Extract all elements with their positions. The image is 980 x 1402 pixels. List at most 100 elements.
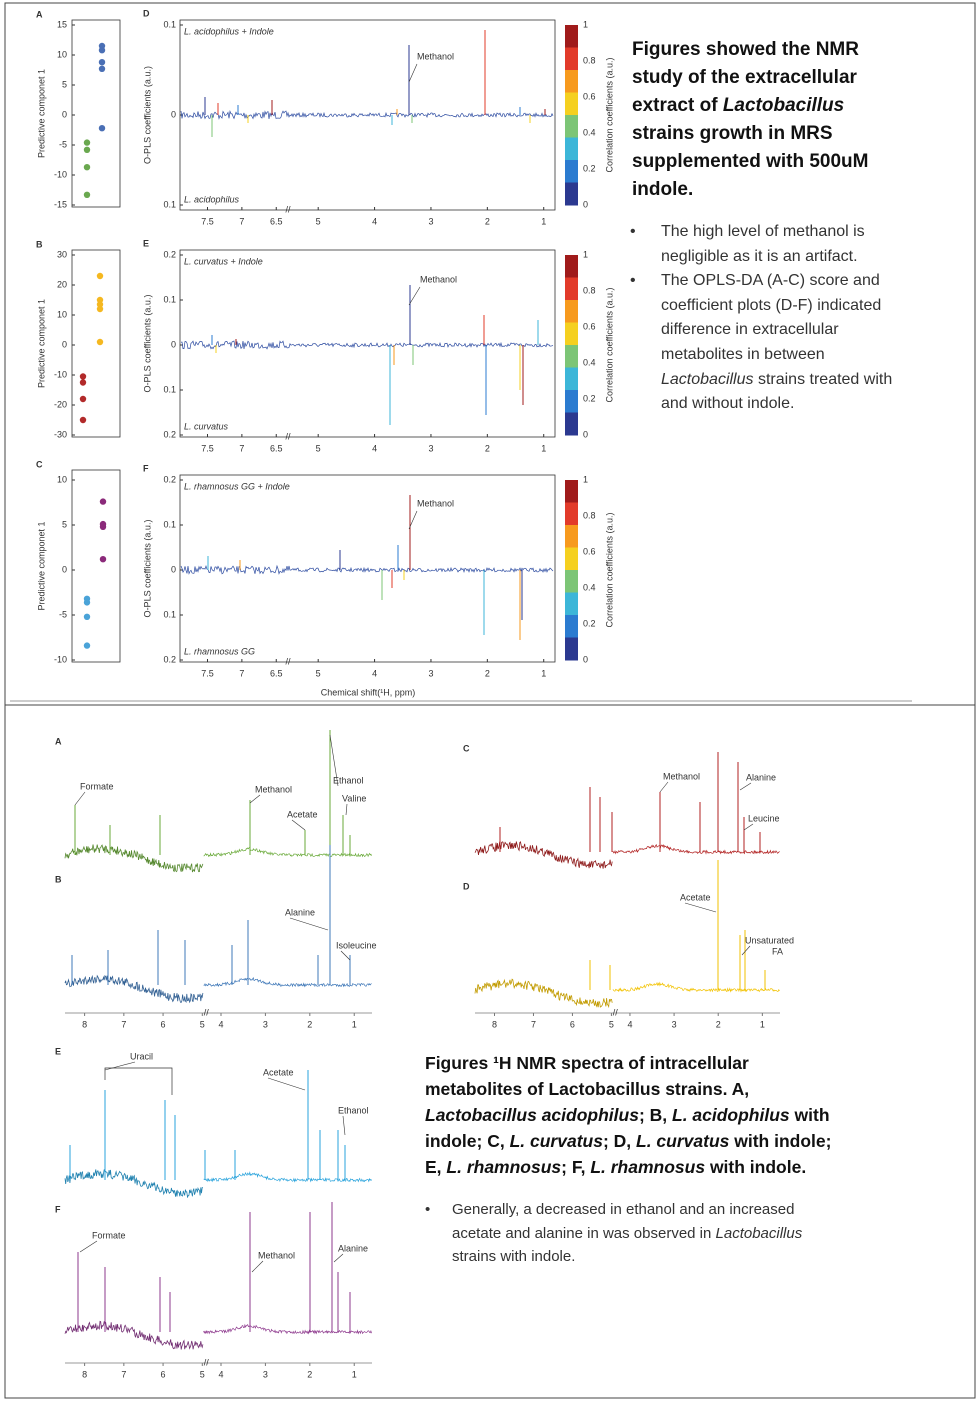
y-tick-label: 0.2 [163, 429, 176, 439]
x-tick-label: 6.5 [270, 443, 283, 453]
y-axis-label: Predictive componet 1 [36, 69, 46, 158]
colorbar-tick-label: 1 [583, 19, 588, 29]
y-tick-label: 5 [62, 79, 67, 89]
y-tick-label: 0.1 [163, 19, 176, 29]
y-tick-label: 0 [62, 109, 67, 119]
text-run: The high level of methanol is negligible… [661, 223, 865, 265]
y-tick-label: -20 [54, 399, 67, 409]
x-tick-label: 7 [121, 1369, 126, 1379]
score-point [99, 556, 107, 563]
panel-label: F [55, 1204, 61, 1214]
colorbar-segment [565, 300, 578, 323]
x-tick-label: 3 [428, 216, 433, 226]
colorbar-segment [565, 615, 578, 638]
x-tick-label: 2 [716, 1019, 721, 1029]
peak-label: Alanine [746, 772, 776, 782]
x-tick-label: 4 [218, 1369, 223, 1379]
y-tick-label: 0.1 [163, 199, 176, 209]
x-tick-label: 5 [316, 216, 321, 226]
annotation-leader [74, 791, 86, 806]
group-label: L. curvatus + Indole [184, 256, 263, 266]
colorbar-tick-label: 0.4 [583, 582, 596, 592]
spectrum-trace [474, 978, 613, 1009]
annotation-leader [333, 1253, 344, 1263]
text-run: Lactobacillus [722, 95, 845, 116]
colorbar-tick-label: 0.8 [583, 285, 596, 295]
x-tick-label: 7.5 [201, 216, 214, 226]
score-point [98, 59, 106, 66]
text-run: with indole. [705, 1157, 807, 1177]
x-tick-label: 7 [121, 1019, 126, 1029]
y-tick-label: -10 [54, 654, 67, 664]
coefficient-trace [180, 564, 554, 575]
text-run: ; D, [602, 1131, 637, 1151]
score-point [96, 338, 104, 346]
annotation-leader [289, 917, 329, 931]
x-tick-label: 6 [570, 1019, 575, 1029]
spectrum-trace [474, 841, 613, 869]
y-tick-label: 5 [62, 519, 67, 529]
score-point [96, 305, 104, 313]
x-tick-label: 5 [609, 1019, 614, 1029]
colorbar-tick-label: 0.8 [583, 510, 596, 520]
axis-break: // [204, 1357, 210, 1367]
colorbar-segment [565, 255, 578, 278]
x-tick-label: 8 [82, 1369, 87, 1379]
peak-label: Formate [80, 781, 114, 791]
spectrum-trace [64, 1169, 204, 1198]
x-tick-label: 4 [218, 1019, 223, 1029]
colorbar-label: Correlation coefficients (a.u.) [604, 513, 614, 628]
colorbar-tick-label: 0 [583, 199, 588, 209]
x-tick-label: 3 [263, 1019, 268, 1029]
panel-label: C [463, 743, 470, 753]
text-run: strains treated with and without indole. [661, 370, 893, 413]
colorbar-tick-label: 0.6 [583, 91, 596, 101]
peak-label: Alanine [285, 907, 315, 917]
y-tick-label: 10 [57, 474, 67, 484]
x-tick-label: 2 [307, 1019, 312, 1029]
colorbar-tick-label: 0.4 [583, 127, 596, 137]
annotation-leader [249, 794, 261, 804]
annotation-leader [741, 945, 751, 956]
colorbar-segment [565, 480, 578, 503]
colorbar-segment [565, 160, 578, 183]
x-tick-label: 6 [161, 1019, 166, 1029]
y-tick-label: 15 [57, 19, 67, 29]
x-tick-label: 2 [485, 668, 490, 678]
score-point [96, 296, 104, 304]
annotation-leader [79, 1240, 98, 1253]
group-label: L. acidophilus + Indole [184, 26, 274, 36]
bracket [104, 1067, 173, 1095]
colorbar-tick-label: 0 [583, 429, 588, 439]
annotation-leader [408, 510, 418, 530]
colorbar-tick-label: 0.4 [583, 357, 596, 367]
score-point [98, 65, 106, 73]
text-run: L. acidophilus [672, 1105, 790, 1125]
colorbar-segment [565, 570, 578, 593]
text-run: strains growth in MRS supplemented with … [632, 123, 869, 200]
y-axis-label: O-PLS coefficients (a.u.) [142, 66, 152, 164]
x-tick-label: 2 [307, 1369, 312, 1379]
panel-label: E [143, 238, 149, 248]
spectrum-trace [203, 977, 372, 988]
y-tick-label: 0.2 [163, 474, 176, 484]
annotation-leader [329, 734, 339, 787]
colorbar-segment [565, 115, 578, 138]
bullet: The OPLS-DA (A-C) score and coefficient … [630, 269, 915, 417]
score-point [99, 498, 107, 505]
score-point [83, 139, 91, 146]
colorbar-segment [565, 367, 578, 391]
score-point [83, 642, 91, 649]
text-run: Lactobacillus [715, 1224, 803, 1242]
score-point [98, 125, 106, 132]
text-run: with indole; C, [425, 1105, 830, 1151]
annotation-leader [340, 950, 351, 961]
x-tick-label: 6.5 [270, 668, 283, 678]
score-point [98, 47, 106, 54]
peak-label: Acetate [680, 892, 711, 902]
x-tick-label: 1 [541, 443, 546, 453]
y-axis-label: Predictive componet 1 [36, 299, 46, 388]
y-tick-label: 10 [57, 309, 67, 319]
x-tick-label: 7 [239, 443, 244, 453]
colorbar-segment [565, 525, 578, 548]
